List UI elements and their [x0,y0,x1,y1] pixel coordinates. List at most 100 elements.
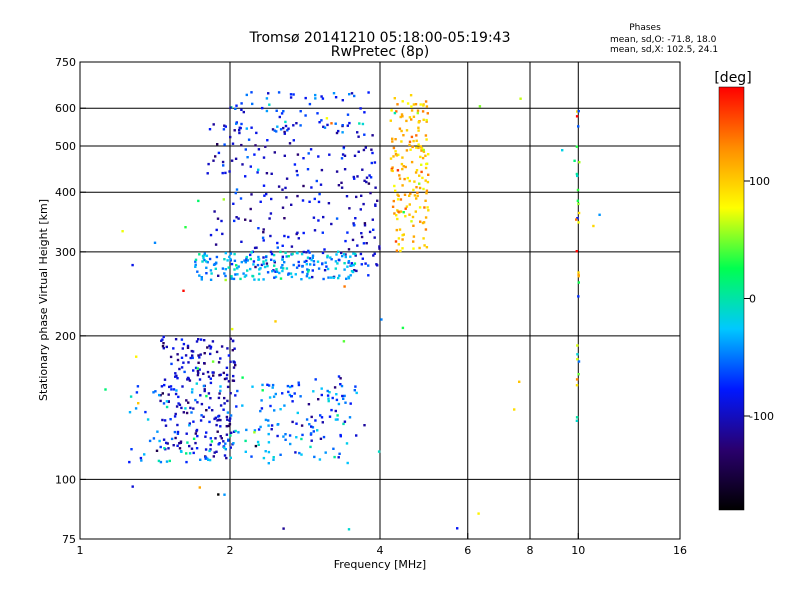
data-point [399,249,402,253]
data-point [309,148,313,151]
data-point [575,250,578,253]
data-point [343,154,347,157]
data-point [226,411,230,414]
data-point [310,186,313,189]
data-point [202,256,205,260]
data-point [419,145,422,148]
data-point [209,347,212,350]
data-point [305,251,308,254]
data-point [158,439,161,443]
data-point [410,220,413,223]
data-point [198,368,201,371]
data-point [245,127,248,130]
data-point [208,257,212,261]
data-point [360,232,363,235]
data-point [223,124,226,127]
data-point [217,151,221,155]
data-point [224,274,227,278]
data-point [425,105,429,108]
data-point [353,389,356,392]
data-point [329,256,332,259]
data-point [190,411,193,414]
data-point [343,262,346,265]
data-point [354,254,357,257]
data-point [162,342,165,345]
data-point [417,146,420,150]
data-point [335,217,339,220]
data-point [205,431,208,434]
data-point [261,383,264,387]
data-point [228,419,231,422]
y-tick-label: 600 [55,102,76,115]
x-axis-label: Frequency [MHz] [334,558,426,571]
data-point [421,176,424,180]
data-point [281,269,284,273]
data-point [186,344,190,348]
data-point [362,202,365,206]
data-point [358,122,361,125]
data-point [244,261,247,264]
data-point [246,156,249,159]
data-point [310,439,313,442]
data-point [245,428,248,432]
data-point [231,142,235,145]
data-point [391,140,394,143]
data-point [322,435,326,439]
data-point [210,272,213,275]
data-point [181,385,184,388]
data-point [281,206,285,209]
data-point [339,383,342,386]
data-point [209,345,213,349]
data-point [121,230,124,233]
data-point [575,419,579,422]
data-point [335,170,339,173]
data-point [131,263,134,267]
data-point [425,192,428,195]
data-point [259,200,262,203]
data-point [250,126,253,129]
data-point [195,447,199,450]
data-point [577,221,580,224]
data-point [255,131,258,135]
data-point [304,114,307,117]
data-point [222,198,225,201]
data-point [577,275,580,278]
data-point [318,121,321,124]
data-point [229,417,232,420]
data-point [243,275,247,278]
data-point [277,91,281,94]
data-point [478,105,482,108]
data-point [367,274,370,277]
data-point [343,394,346,398]
data-point [396,169,400,172]
data-point [250,91,253,94]
data-point [267,424,270,427]
data-point [281,188,284,191]
data-point [209,269,213,272]
data-point [144,410,147,414]
data-point [220,219,223,223]
data-point [290,395,293,398]
data-point [282,435,285,438]
data-point [315,179,318,183]
data-point [216,430,219,433]
data-point [209,437,212,440]
data-point [276,434,279,438]
data-point [129,395,133,398]
data-point [393,111,397,115]
data-point [408,116,412,119]
data-point [230,262,234,266]
data-point [347,275,350,279]
data-point [135,355,138,358]
data-point [256,263,260,267]
data-point [285,196,288,199]
data-point [323,248,326,251]
data-point [196,434,199,438]
data-point [393,212,396,215]
data-point [241,404,244,407]
data-point [252,263,255,266]
data-point [374,204,377,207]
data-point [176,358,180,362]
data-point [576,188,580,192]
